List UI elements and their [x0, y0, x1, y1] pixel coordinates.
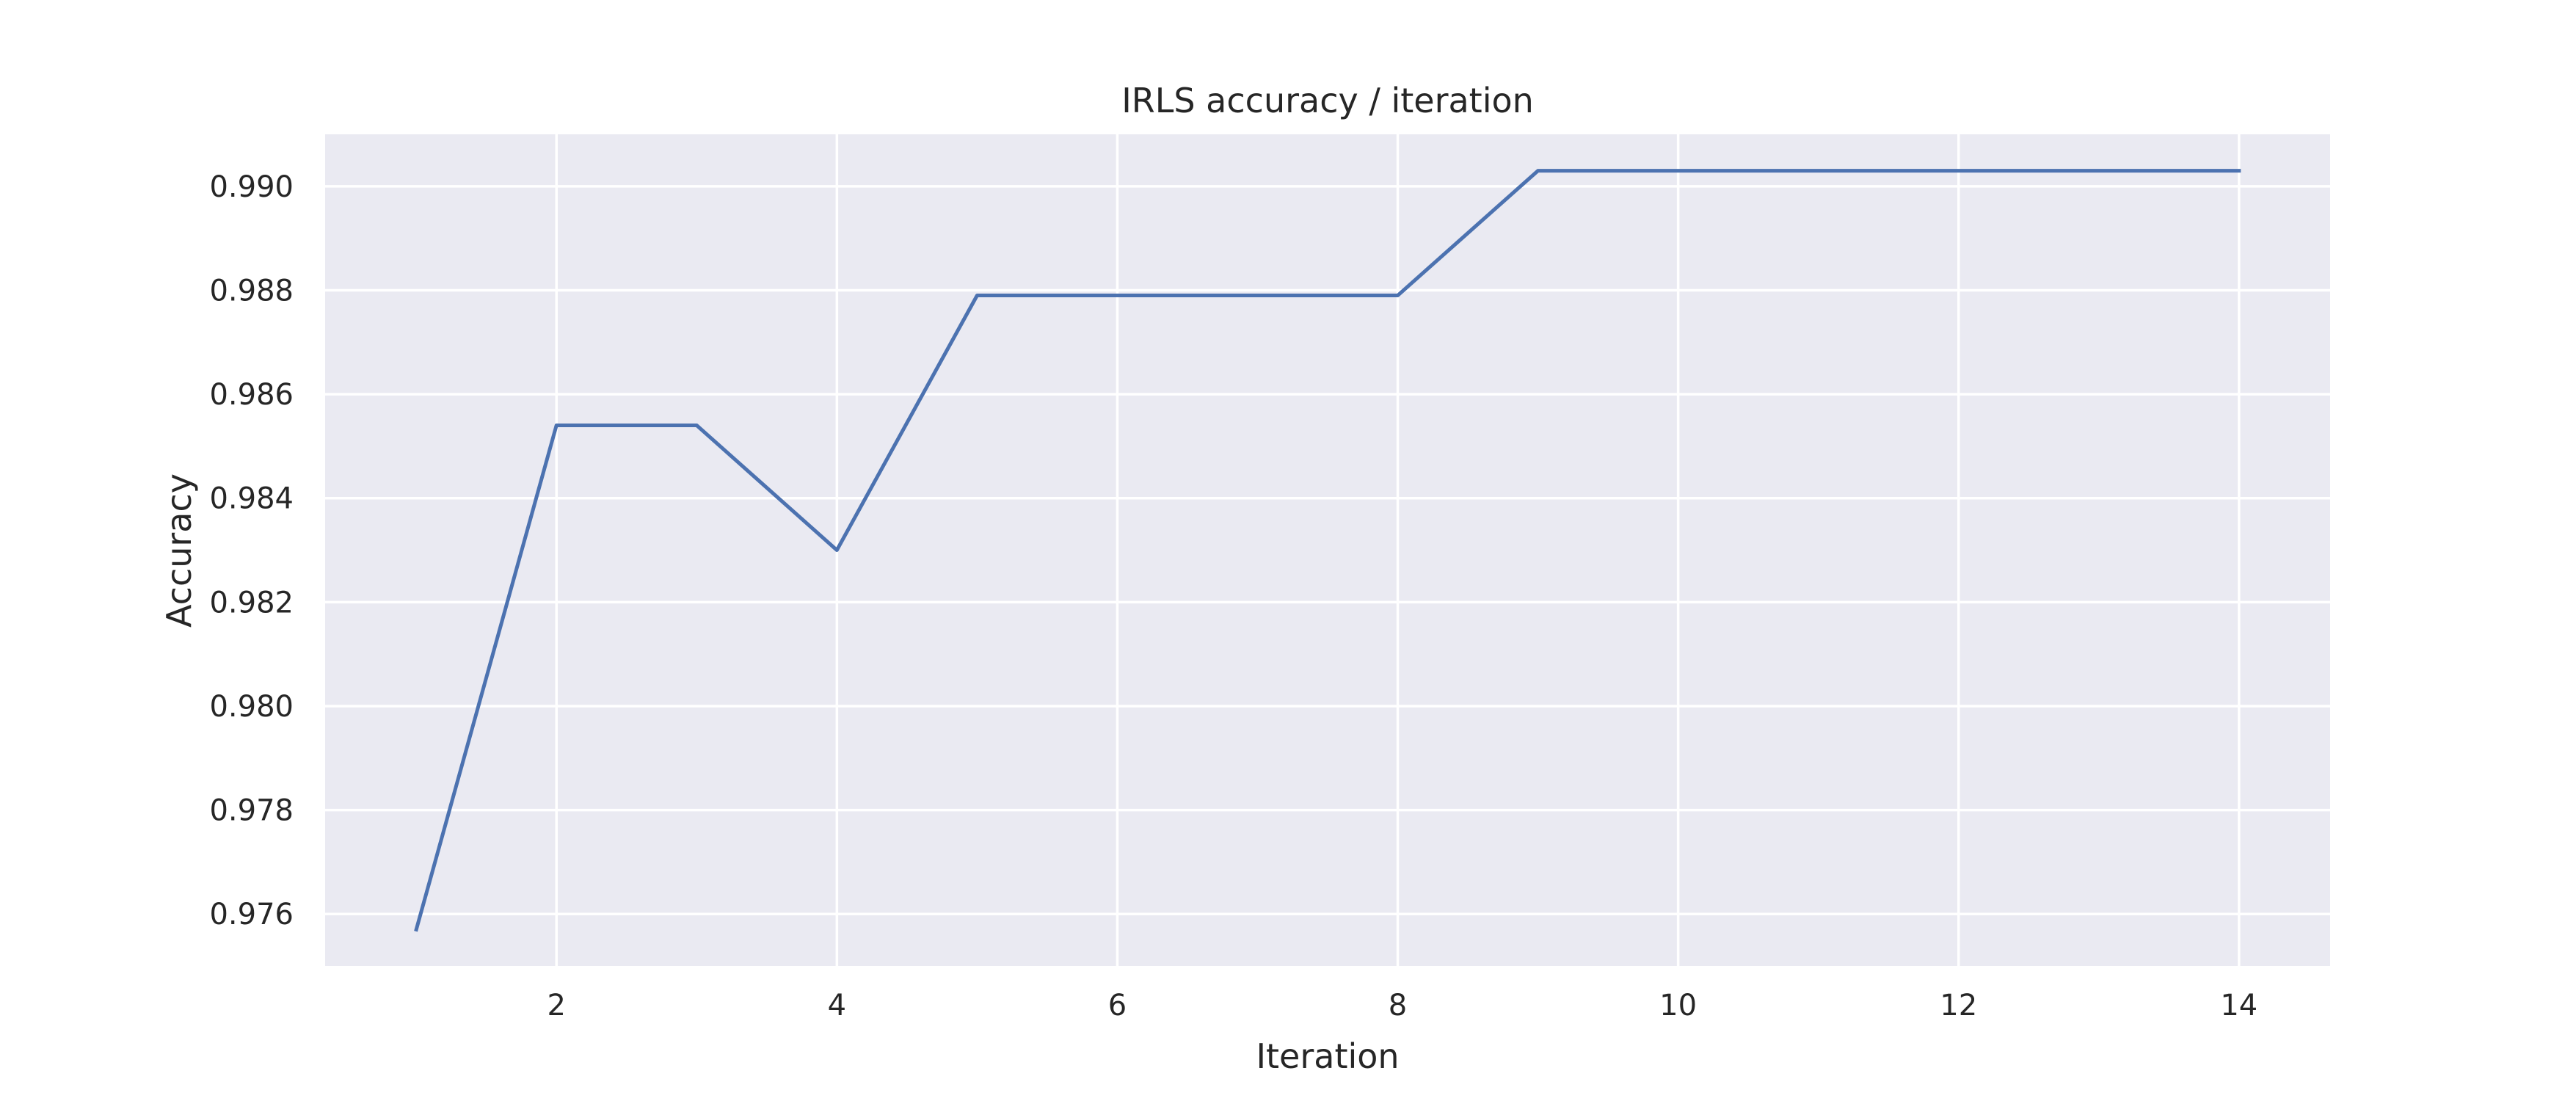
x-tick-label: 12	[1940, 989, 1977, 1022]
x-tick-label: 4	[828, 989, 846, 1022]
y-tick-label: 0.986	[209, 378, 294, 412]
x-tick-label: 14	[2220, 989, 2257, 1022]
chart-title: IRLS accuracy / iteration	[1121, 81, 1534, 120]
y-tick-label: 0.988	[209, 274, 294, 308]
y-gridlines	[325, 185, 2330, 915]
x-axis-label: Iteration	[1256, 1036, 1399, 1076]
series-line	[414, 169, 2241, 932]
plot-area	[325, 134, 2330, 966]
y-tick-label: 0.978	[209, 794, 294, 828]
y-tick-label: 0.982	[209, 586, 294, 619]
series-group	[414, 169, 2241, 932]
x-tick-label: 2	[547, 989, 566, 1022]
y-tick-label: 0.984	[209, 482, 294, 516]
y-tick-label: 0.976	[209, 898, 294, 931]
y-tick-label: 0.990	[209, 170, 294, 204]
x-gridlines	[555, 134, 2241, 966]
y-axis-label: Accuracy	[159, 473, 199, 628]
x-tick-labels: 2 4 6 8 10 12 14	[547, 989, 2258, 1022]
y-tick-labels: 0.976 0.978 0.980 0.982 0.984 0.986 0.988 0.990	[209, 170, 294, 931]
x-tick-label: 10	[1659, 989, 1697, 1022]
y-tick-label: 0.980	[209, 690, 294, 724]
x-tick-label: 6	[1108, 989, 1127, 1022]
x-tick-label: 8	[1389, 989, 1407, 1022]
